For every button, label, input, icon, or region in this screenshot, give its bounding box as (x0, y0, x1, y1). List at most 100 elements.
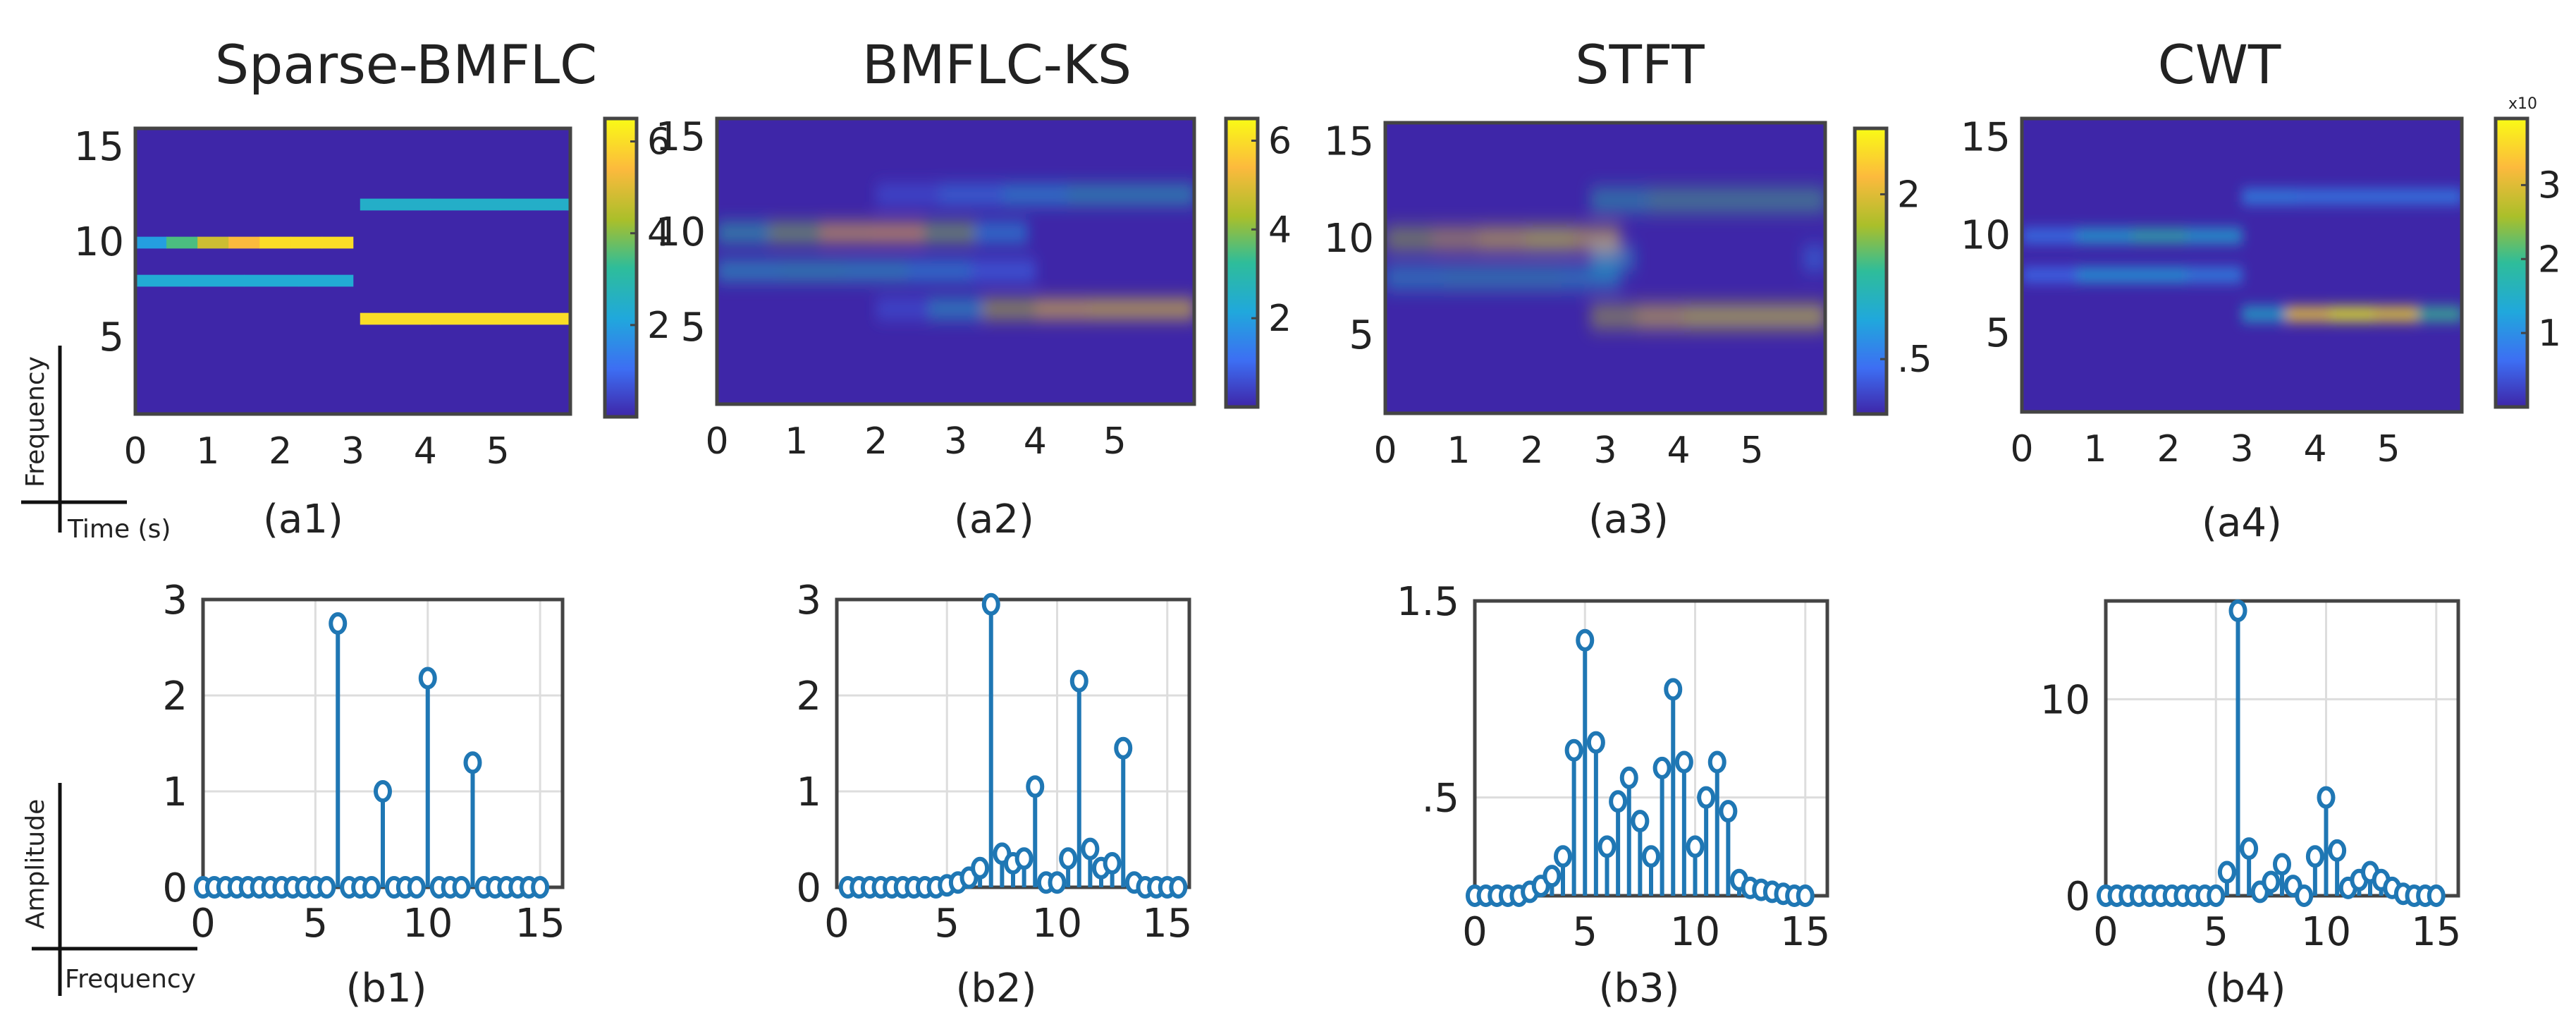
guide-bottom-ylabel: Amplitude (21, 799, 50, 929)
heatmap-cell (1088, 303, 1142, 315)
heatmap-cell (939, 188, 1004, 201)
x-tick-label: 3 (1593, 430, 1617, 472)
heatmap-cells (135, 198, 570, 325)
stem-panel-b4: 0 5 10 15 0 10 (b4) (2040, 599, 2461, 1011)
x-tick-label: 5 (2203, 909, 2228, 955)
y-tick-label: 10 (1961, 212, 2011, 258)
heatmap-cell (1778, 310, 1825, 323)
colorbar-tick-label: 2 (2538, 238, 2561, 281)
y-tick-label: 15 (74, 124, 124, 170)
heatmap-cell (1385, 272, 1445, 284)
x-tick-label: 5 (934, 901, 959, 947)
heatmap-cell (197, 236, 230, 249)
stem-marker (317, 876, 336, 899)
x-tick-label: 3 (341, 430, 364, 473)
x-tick-label: 0 (2010, 428, 2033, 470)
heatmap-cell (1590, 194, 1650, 207)
x-tick-label: 5 (1572, 909, 1597, 955)
caption-b4: (b4) (2205, 966, 2286, 1011)
heatmap-frame (715, 116, 1196, 406)
heatmap-cell (135, 274, 190, 287)
heatmap-cell (768, 226, 821, 239)
stem-marker (971, 856, 990, 880)
stem-marker (2295, 884, 2314, 907)
caption-b1: (b1) (346, 966, 427, 1011)
x-tick-label: 10 (403, 901, 453, 947)
heatmap-cell (1649, 194, 1709, 207)
stem-marker (2228, 599, 2247, 622)
heatmap-cell (2352, 190, 2408, 203)
heatmap-cell (717, 264, 782, 277)
heatmap-cell (1573, 233, 1621, 245)
x-tick-label: 1 (2083, 428, 2106, 470)
plot-area (2106, 601, 2458, 896)
heatmap-cell (1035, 303, 1089, 315)
colorbar-a2: 2 4 6 (1224, 116, 1292, 409)
heatmap-cell (2022, 269, 2078, 281)
colorbar-tick-label: 3 (2538, 164, 2561, 207)
x-tick-label: 2 (864, 420, 888, 463)
stem-marker (1069, 669, 1088, 693)
colorbar-a4: 1 2 3 x10 (2494, 95, 2561, 409)
heatmap-cell (2187, 229, 2243, 242)
heatmap-cell (820, 226, 873, 239)
y-tick-label: 10 (74, 219, 124, 265)
x-tick-label: 0 (123, 430, 147, 473)
heatmap-cell (2242, 308, 2287, 320)
y-tick-label: 10 (656, 209, 706, 255)
stem-marker (452, 876, 471, 899)
stem-marker (2217, 860, 2236, 884)
y-tick-label: 3 (796, 578, 821, 624)
x-tick-label: 2 (1520, 430, 1543, 472)
heatmap-cell (1637, 310, 1686, 323)
guide-top: Frequency Time (s) (21, 346, 171, 544)
x-tick-label: 10 (1670, 909, 1720, 955)
heatmap-cells (717, 188, 1194, 315)
heatmap-cell (1141, 303, 1194, 315)
heatmap-features (1385, 194, 1825, 323)
title-a3: STFT (1575, 33, 1705, 96)
colorbar-gradient (1224, 116, 1260, 409)
stem-marker (1796, 884, 1815, 907)
x-tick-label: 0 (2093, 909, 2118, 955)
x-tick-label: 1 (785, 420, 808, 463)
x-tick-label: 0 (705, 420, 728, 463)
stem-marker (329, 612, 348, 635)
heatmap-cell (1479, 233, 1527, 245)
x-tick-label: 3 (2230, 428, 2253, 470)
heatmap-cell (2077, 269, 2133, 281)
caption-a1: (a1) (263, 497, 343, 542)
heatmap-cell (166, 236, 198, 249)
heatmap-background (1385, 123, 1825, 413)
heatmap-cell (1432, 233, 1480, 245)
heatmap-cell (135, 236, 167, 249)
x-tick-label: 2 (269, 430, 292, 473)
y-tick-label: 0 (796, 865, 821, 911)
heatmap-cell (1590, 310, 1638, 323)
heatmap-cell (1502, 272, 1562, 284)
y-tick-label: 5 (680, 305, 706, 351)
heatmap-cell (971, 264, 1036, 277)
colorbar-a1: 2 4 6 (603, 116, 670, 419)
stem-marker (1631, 810, 1650, 833)
heatmap-cell (928, 303, 983, 315)
x-tick-label: 0 (190, 901, 216, 947)
heatmap-cell (2077, 229, 2133, 242)
y-tick-label: 5 (99, 315, 124, 360)
colorbar-tick-label: 1 (2538, 312, 2561, 355)
heatmap-cell (1067, 188, 1131, 201)
x-tick-label: 15 (1142, 901, 1192, 947)
heatmap-cell (190, 274, 245, 287)
colorbar-tick-label: 4 (1268, 209, 1292, 251)
stem-marker (1059, 847, 1078, 870)
x-tick-label: 0 (1373, 430, 1397, 472)
x-tick-label: 5 (1103, 420, 1127, 463)
stem-marker (1597, 835, 1617, 858)
stem-marker (1554, 845, 1572, 868)
heatmap-cell (360, 312, 431, 325)
heatmap-cells (2022, 190, 2462, 320)
heatmap-cell (2374, 308, 2419, 320)
heatmap-background (2022, 118, 2462, 412)
heatmap-background (135, 128, 570, 414)
y-tick-label: 2 (162, 674, 188, 719)
